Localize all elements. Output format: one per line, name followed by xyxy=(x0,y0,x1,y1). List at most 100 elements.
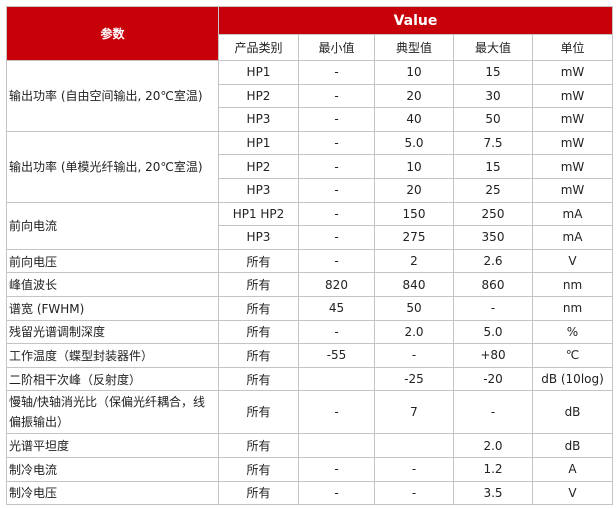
typ-cell: 7 xyxy=(374,390,454,435)
min-cell: 820 xyxy=(298,272,375,297)
type-cell: 所有 xyxy=(218,295,299,321)
max-cell: 2.0 xyxy=(453,433,533,458)
table-row: 残留光谱调制深度 所有 -2.0 5.0% xyxy=(6,319,613,345)
col-typ: 典型值 xyxy=(374,34,454,61)
table-row: 工作温度（蝶型封装器件） 所有 -55- +80 ℃ xyxy=(6,343,613,368)
table-row: HP3-275 350 mA xyxy=(7,225,613,250)
table-row: 输出功率 (单模光纤输出, 20℃室温) HP1-5.0 7.5 mW xyxy=(6,130,613,203)
max-cell: 250 xyxy=(453,201,533,227)
table-body: 输出功率 (自由空间输出, 20℃室温) HP1-10 15 mW HP2-20 30 mW… xyxy=(6,60,613,506)
min-cell: - xyxy=(298,60,375,85)
max-cell: 50 xyxy=(453,107,533,132)
unit-cell: nm xyxy=(532,295,613,321)
table-row: 慢轴/快轴消光比（保偏光纤耦合，线偏振输出） 所有 -7- dB xyxy=(6,390,613,435)
unit-cell: mW xyxy=(532,130,613,156)
unit-cell: dB (10log) xyxy=(532,366,613,392)
min-cell xyxy=(298,433,375,458)
param-cell: 输出功率 (单模光纤输出, 20℃室温) xyxy=(6,130,219,203)
typ-cell: 10 xyxy=(374,154,454,179)
param-cell: 谱宽 (FWHM) xyxy=(6,295,219,321)
table-row: 制冷电流 所有 - -1.2 A xyxy=(6,456,613,482)
type-cell: 所有 xyxy=(218,248,299,274)
table-row: 光谱平坦度 所有 2.0 dB xyxy=(6,433,613,458)
type-cell: 所有 xyxy=(218,343,299,368)
typ-cell: - xyxy=(374,480,454,506)
typ-cell: 2.0 xyxy=(374,319,454,345)
param-cell: 工作温度（蝶型封装器件） xyxy=(6,343,219,368)
min-cell: 45 xyxy=(298,295,375,321)
param-cell: 前向电流 xyxy=(6,201,219,250)
min-cell: - xyxy=(298,177,375,203)
min-cell: - xyxy=(298,107,375,132)
min-cell xyxy=(298,366,375,392)
type-cell: HP3 xyxy=(218,177,299,203)
typ-cell: -25 xyxy=(374,366,454,392)
type-cell: 所有 xyxy=(218,272,299,297)
typ-cell: - xyxy=(374,343,454,368)
param-cell: 制冷电压 xyxy=(6,480,219,506)
max-cell: 7.5 xyxy=(453,130,533,156)
table-row: 峰值波长 所有 820 840 860 nm xyxy=(6,272,613,297)
max-cell: 1.2 xyxy=(453,456,533,482)
unit-cell: mW xyxy=(532,60,613,85)
param-cell: 残留光谱调制深度 xyxy=(6,319,219,345)
table-row: 二阶相干次峰（反射度） 所有 -25 -20 dB (10log) xyxy=(6,366,613,392)
typ-cell xyxy=(374,433,454,458)
typ-cell: 275 xyxy=(374,225,454,250)
max-cell: 860 xyxy=(453,272,533,297)
col-max: 最大值 xyxy=(453,34,533,61)
unit-cell: mW xyxy=(532,83,613,109)
max-cell: - xyxy=(453,390,533,435)
min-cell: - xyxy=(298,225,375,250)
table-row: 前向电压 所有 -2 2.6 V xyxy=(6,248,613,274)
unit-cell: mW xyxy=(532,177,613,203)
min-cell: - xyxy=(298,154,375,179)
unit-cell: mW xyxy=(532,107,613,132)
unit-cell: dB xyxy=(532,433,613,458)
type-cell: 所有 xyxy=(218,366,299,392)
typ-cell: 5.0 xyxy=(374,130,454,156)
typ-cell: - xyxy=(374,456,454,482)
typ-cell: 10 xyxy=(374,60,454,85)
param-cell: 制冷电流 xyxy=(6,456,219,482)
min-cell: - xyxy=(298,248,375,274)
max-cell: 30 xyxy=(453,83,533,109)
max-cell: 350 xyxy=(453,225,533,250)
max-cell: +80 xyxy=(453,343,533,368)
unit-cell: V xyxy=(532,248,613,274)
unit-cell: mW xyxy=(532,154,613,179)
type-cell: HP2 xyxy=(218,83,299,109)
max-cell: 15 xyxy=(453,154,533,179)
value-header: Value xyxy=(218,6,613,35)
table-row: 谱宽 (FWHM) 所有 45 50- nm xyxy=(6,295,613,321)
min-cell: - xyxy=(298,390,375,435)
typ-cell: 50 xyxy=(374,295,454,321)
type-cell: 所有 xyxy=(218,319,299,345)
unit-cell: V xyxy=(532,480,613,506)
type-cell: 所有 xyxy=(218,433,299,458)
min-cell: -55 xyxy=(298,343,375,368)
unit-cell: % xyxy=(532,319,613,345)
type-cell: 所有 xyxy=(218,390,299,435)
typ-cell: 20 xyxy=(374,177,454,203)
param-header: 参数 xyxy=(6,6,219,61)
max-cell: 2.6 xyxy=(453,248,533,274)
param-cell: 前向电压 xyxy=(6,248,219,274)
min-cell: - xyxy=(298,319,375,345)
type-cell: 所有 xyxy=(218,480,299,506)
min-cell: - xyxy=(298,130,375,156)
type-cell: 所有 xyxy=(218,456,299,482)
max-cell: 15 xyxy=(453,60,533,85)
unit-cell: ℃ xyxy=(532,343,613,368)
col-min: 最小值 xyxy=(298,34,375,61)
max-cell: 5.0 xyxy=(453,319,533,345)
max-cell: 25 xyxy=(453,177,533,203)
type-cell: HP2 xyxy=(218,154,299,179)
min-cell: - xyxy=(298,83,375,109)
unit-cell: mA xyxy=(532,201,613,227)
table-row: HP2-10 15 mW xyxy=(7,154,613,179)
typ-cell: 840 xyxy=(374,272,454,297)
unit-cell: dB xyxy=(532,390,613,435)
spec-table: 参数 Value 产品类别 最小值 典型值 最大值 单位 输出功率 (自由空间输… xyxy=(6,6,613,506)
table-row: HP3-40 50 mW xyxy=(7,107,613,132)
